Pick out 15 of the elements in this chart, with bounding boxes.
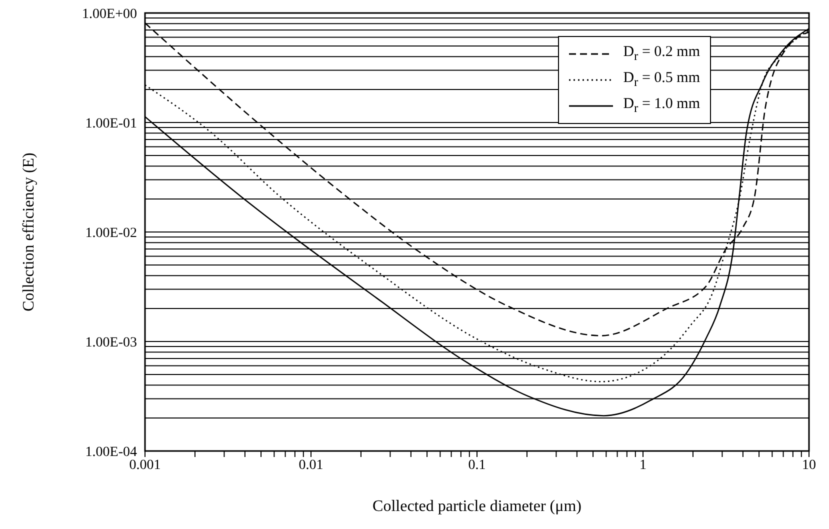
y-axis-title: Collection efficiency (E) (20, 152, 38, 312)
x-tick-label: 0.01 (298, 458, 324, 473)
y-tick-label: 1.00E-02 (85, 226, 137, 241)
y-tick-label: 1.00E+00 (82, 6, 137, 22)
legend-label: D$_{r}$ = 1.0 mm (623, 96, 700, 116)
y-tick-label: 1.00E-04 (85, 444, 137, 460)
legend-label: D$_{r}$ = 0.2 mm (623, 44, 700, 64)
x-tick-label: 1 (640, 458, 646, 473)
x-tick-label: 10 (802, 458, 816, 473)
x-tick-label: 0.1 (468, 458, 486, 473)
y-tick-label: 1.00E-01 (85, 116, 137, 132)
x-axis-title: Collected particle diameter (μm) (372, 498, 582, 515)
y-tick-label: 1.00E-03 (85, 335, 137, 350)
x-tick-label: 0.001 (129, 458, 161, 473)
legend-label: D$_{r}$ = 0.5 mm (623, 70, 700, 90)
